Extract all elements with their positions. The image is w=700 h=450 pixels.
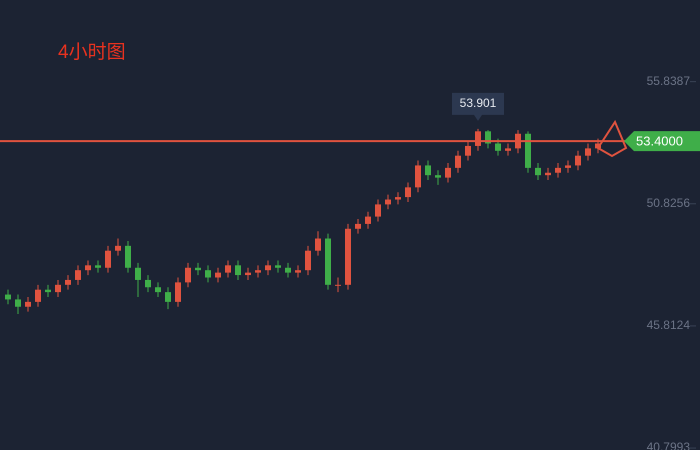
candle-body xyxy=(155,287,161,293)
candle-body xyxy=(445,167,451,178)
candle-body xyxy=(335,284,341,286)
candle-body xyxy=(105,250,111,268)
y-tick-label: 55.8387 xyxy=(647,74,691,88)
candle-body xyxy=(225,265,231,273)
candle-body xyxy=(505,148,511,151)
candle-body xyxy=(535,167,541,176)
candle-body xyxy=(315,238,321,251)
candle-body xyxy=(385,199,391,205)
candle-body xyxy=(525,133,531,168)
y-tick-label: 40.7993 xyxy=(647,440,691,450)
candle-body xyxy=(115,245,121,251)
candle-body xyxy=(145,279,151,288)
candle-body xyxy=(495,143,501,151)
candle-body xyxy=(205,270,211,278)
candle-body xyxy=(125,245,131,268)
peak-callout xyxy=(452,92,504,121)
candle-body xyxy=(75,270,81,280)
candle-body xyxy=(65,279,71,285)
candle-body xyxy=(255,270,261,273)
candle-body xyxy=(345,228,351,285)
peak-label: 53.901 xyxy=(460,96,497,110)
price-tag xyxy=(624,131,700,152)
candle-body xyxy=(545,172,551,176)
candle-body xyxy=(435,175,441,178)
candle-body xyxy=(425,165,431,176)
candle-body xyxy=(325,238,331,285)
candle-body xyxy=(465,145,471,156)
candle-body xyxy=(55,284,61,293)
candle-body xyxy=(5,294,11,300)
chart-title: 4小时图 xyxy=(58,41,126,63)
candle-body xyxy=(305,250,311,271)
y-tick-label: 50.8256 xyxy=(647,196,691,210)
candle-body xyxy=(275,265,281,268)
candle-body xyxy=(595,143,601,149)
candle-body xyxy=(365,216,371,224)
candle-body xyxy=(235,265,241,276)
candle-body xyxy=(585,148,591,156)
candle-body xyxy=(395,197,401,200)
candle-body xyxy=(485,131,491,144)
y-tick-label: 45.8124 xyxy=(647,318,691,332)
price-tag-label: 53.4000 xyxy=(636,134,683,149)
candle-body xyxy=(95,265,101,268)
candle-body xyxy=(215,272,221,278)
candle-body xyxy=(575,155,581,166)
candle-body xyxy=(245,272,251,276)
candle-body xyxy=(35,289,41,302)
candle-body xyxy=(355,223,361,229)
candle-body xyxy=(555,167,561,173)
candle-body xyxy=(405,187,411,198)
candle-body xyxy=(265,265,271,271)
candle-body xyxy=(565,165,571,168)
candle-body xyxy=(135,267,141,280)
candle-body xyxy=(45,289,51,293)
candle-body xyxy=(475,131,481,146)
candle-body xyxy=(295,270,301,273)
candle-body xyxy=(85,265,91,271)
drawing-shape xyxy=(596,119,628,158)
candle-body xyxy=(415,165,421,188)
candle-body xyxy=(165,292,171,302)
candle-body xyxy=(25,301,31,307)
candle-body xyxy=(195,267,201,271)
candle-body xyxy=(455,155,461,168)
candle-body xyxy=(285,267,291,273)
candle-body xyxy=(185,267,191,283)
candle-body xyxy=(375,204,381,217)
candle-body xyxy=(175,282,181,302)
candle-body xyxy=(15,299,21,307)
